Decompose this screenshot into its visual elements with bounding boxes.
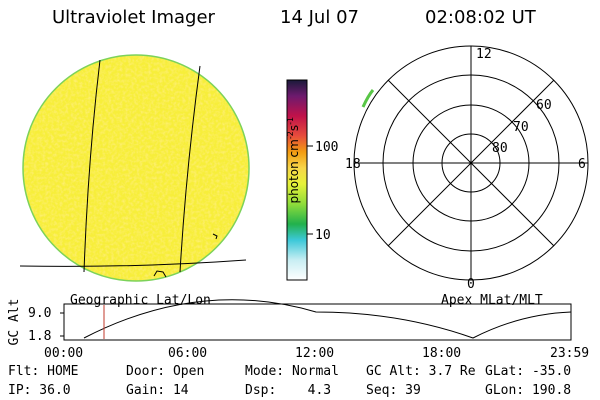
parallel-line xyxy=(19,259,247,267)
date-label: 14 Jul 07 xyxy=(280,7,359,28)
polar-label-80: 80 xyxy=(492,141,508,156)
polar-label-6: 6 xyxy=(578,157,586,172)
colorbar-tick-100: 100 xyxy=(315,140,339,155)
polar-label-0: 0 xyxy=(467,277,475,292)
gc-altitude-status: GC Alt: 3.7 Re xyxy=(366,364,476,379)
polar-plot xyxy=(353,45,589,281)
flight-status: Flt: HOME xyxy=(8,364,79,379)
meridian-line xyxy=(179,65,201,273)
time-tick-0000: 00:00 xyxy=(44,346,84,361)
colorbar-unit-label: photon cm-2s-1 xyxy=(286,116,301,204)
time-tick-0600: 06:00 xyxy=(168,346,208,361)
glat-status: GLat: -35.0 xyxy=(485,364,572,379)
polar-projection-label: Apex MLat/MLT xyxy=(441,293,543,308)
altitude-ytick-1-8: 1.8 xyxy=(28,329,52,344)
polar-label-60: 60 xyxy=(536,98,552,113)
gain-status: Gain: 14 xyxy=(126,383,189,398)
seq-status: Seq: 39 xyxy=(366,383,421,398)
door-status: Door: Open xyxy=(126,364,205,379)
altitude-ytick-9: 9.0 xyxy=(28,306,52,321)
instrument-title: Ultraviolet Imager xyxy=(52,7,215,28)
limb-outline xyxy=(22,54,250,282)
colorbar xyxy=(286,79,313,281)
image-projection-label: Geographic Lat/Lon xyxy=(70,293,211,308)
dsp-status: Dsp: 4.3 xyxy=(245,383,332,398)
time-tick-2359: 23:59 xyxy=(550,346,590,361)
polar-label-18: 18 xyxy=(345,157,361,172)
aurora-limb-arc xyxy=(361,89,375,108)
altitude-curve xyxy=(83,299,572,339)
coastline xyxy=(212,233,218,240)
altitude-ylabel: GC Alt xyxy=(7,298,22,346)
ip-status: IP: 36.0 xyxy=(8,383,71,398)
meridian-line xyxy=(83,59,101,273)
uv-image-disk xyxy=(19,54,250,282)
mode-status: Mode: Normal xyxy=(245,364,339,379)
time-tick-1200: 12:00 xyxy=(295,346,335,361)
coastline xyxy=(153,270,167,278)
glon-status: GLon: 190.8 xyxy=(485,383,572,398)
colorbar-tick-10: 10 xyxy=(315,228,331,243)
altitude-plot xyxy=(60,299,572,341)
polar-label-70: 70 xyxy=(513,120,529,135)
time-label: 02:08:02 UT xyxy=(425,7,536,28)
time-tick-1800: 18:00 xyxy=(422,346,462,361)
polar-label-12: 12 xyxy=(476,47,492,62)
